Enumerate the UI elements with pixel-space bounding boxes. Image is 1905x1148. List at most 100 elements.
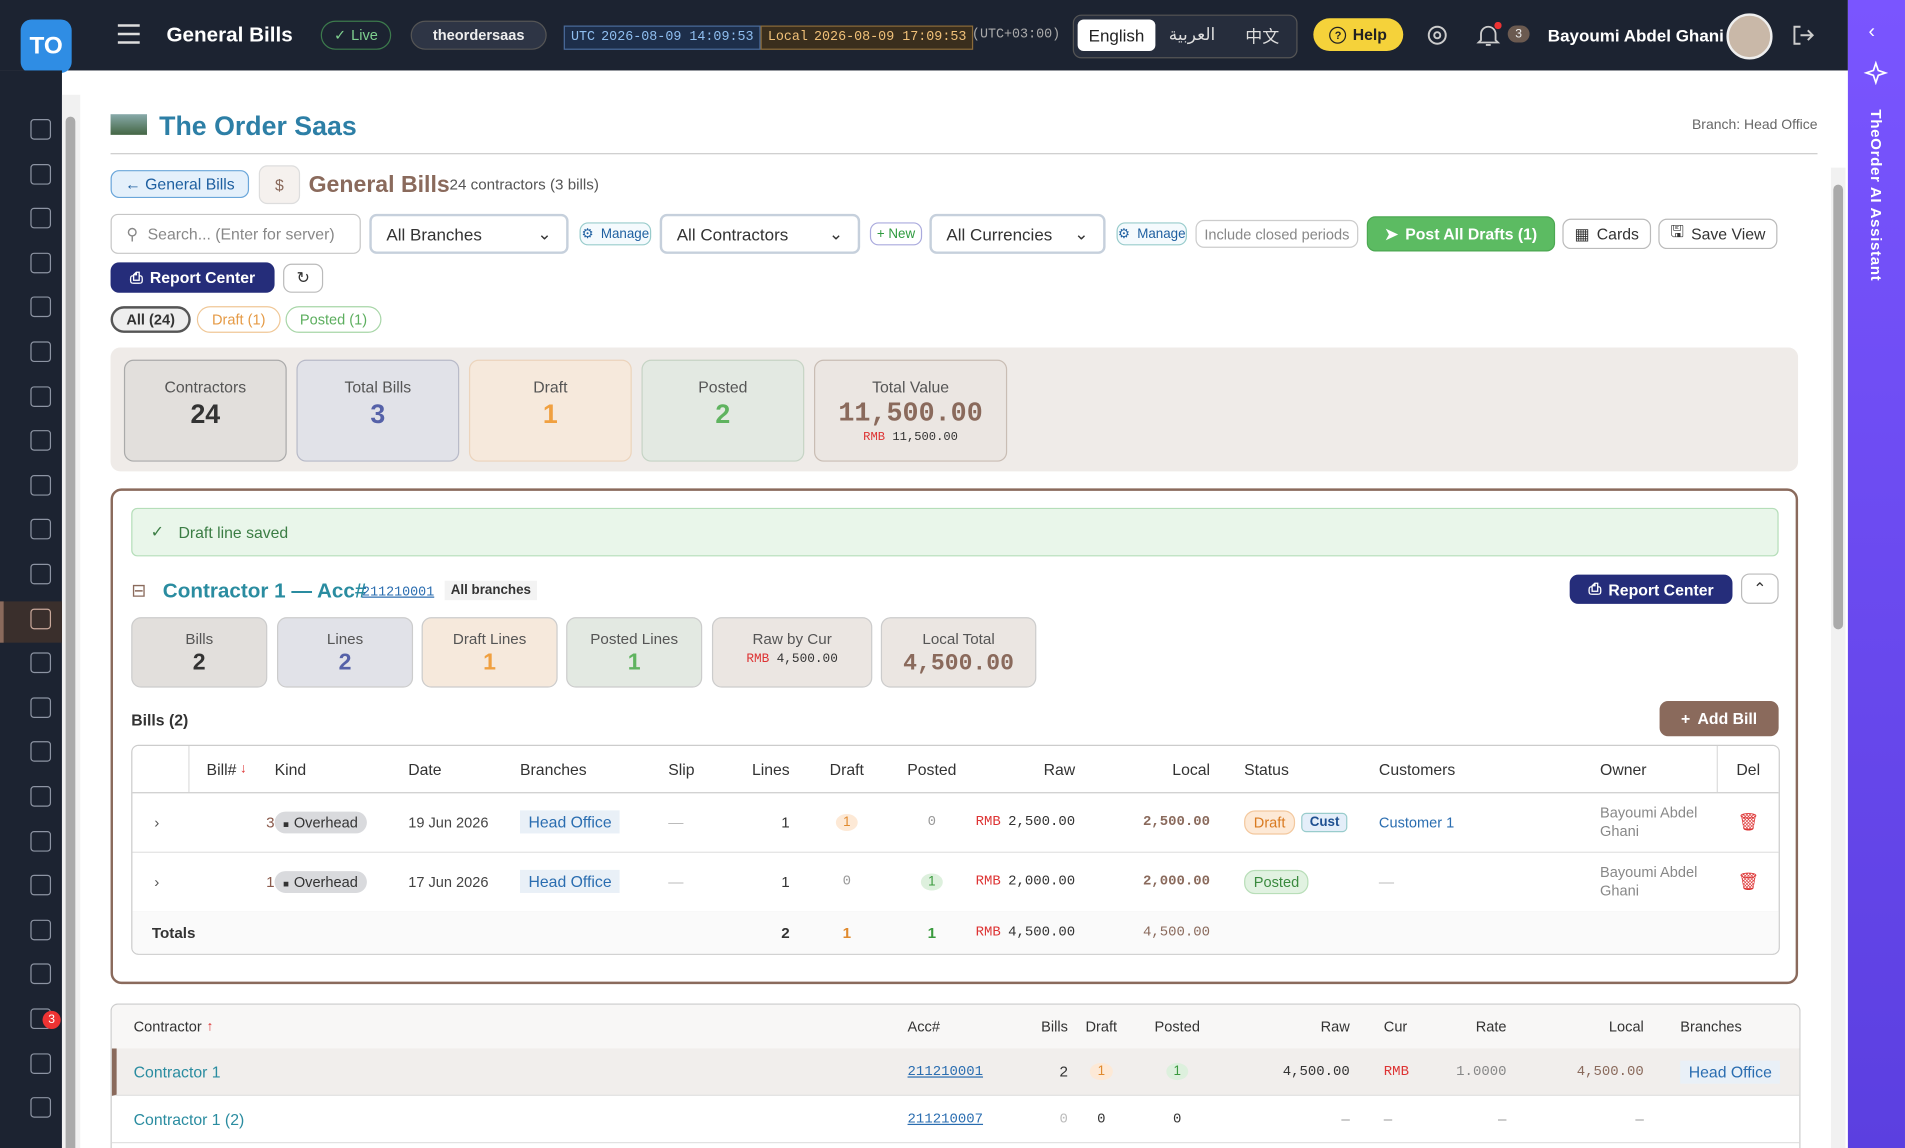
sidebar-icon[interactable]: [30, 252, 52, 274]
stat-value: 1: [542, 398, 558, 429]
rate: 1.0000: [1456, 1063, 1507, 1080]
refresh-button[interactable]: ↻: [283, 263, 324, 293]
sidebar-icon[interactable]: [30, 652, 52, 674]
save-view-button[interactable]: 🖫 Save View: [1658, 218, 1778, 250]
post-all-button[interactable]: ➤ Post All Drafts (1): [1366, 216, 1556, 252]
sidebar-icon[interactable]: [30, 874, 52, 896]
stat-card: Posted 2: [641, 359, 805, 462]
mini-stat-label: Raw by Cur: [752, 630, 832, 648]
settings-icon[interactable]: [1425, 23, 1449, 47]
column-header: Raw: [1220, 1005, 1350, 1049]
column-header-text: Lines: [751, 759, 790, 779]
cards-button[interactable]: ▦ Cards: [1562, 218, 1652, 250]
ai-collapse[interactable]: ‹: [1868, 21, 1876, 43]
contractor-row[interactable]: Contractor 1 (2) 211210007 0 0 0 – – – –: [111, 1096, 1800, 1144]
mini-stat-label: Local Total: [922, 630, 995, 648]
report-center-button[interactable]: ⎙ Report Center: [110, 262, 275, 293]
notification-count: 3: [1507, 25, 1530, 43]
ai-panel[interactable]: [1847, 0, 1905, 1148]
language-option[interactable]: 中文: [1245, 26, 1280, 47]
filter-tab[interactable]: Posted (1): [285, 306, 382, 333]
notifications-icon[interactable]: [1475, 21, 1502, 49]
column-header: Bills: [993, 1005, 1068, 1049]
kind-text: Overhead: [293, 813, 358, 831]
include-closed[interactable]: Include closed periods: [1195, 219, 1359, 248]
sidebar-icon[interactable]: [30, 697, 52, 718]
language-option[interactable]: English: [1077, 19, 1156, 52]
expand-toggle[interactable]: ›: [154, 813, 160, 831]
user-name[interactable]: Bayoumi Abdel Ghani: [1547, 25, 1724, 45]
add-bill-button[interactable]: + Add Bill: [1659, 701, 1779, 737]
column-header-text: Branches: [1680, 1018, 1742, 1036]
posted-count: 0: [1173, 1111, 1182, 1127]
sidebar-icon[interactable]: [30, 430, 52, 451]
sidebar-icon[interactable]: [30, 341, 52, 363]
help-button[interactable]: ? Help: [1313, 18, 1404, 52]
account-link[interactable]: 211210001: [362, 585, 435, 601]
sidebar-icon[interactable]: [30, 474, 52, 496]
sidebar-icon[interactable]: [30, 163, 52, 185]
sidebar-icon[interactable]: [30, 207, 52, 229]
search-box[interactable]: ⚲ Search... (Enter for server): [110, 213, 361, 254]
stat-label: Total Value: [872, 377, 950, 397]
draft-count: 0: [1097, 1111, 1106, 1127]
avatar[interactable]: [1726, 13, 1773, 60]
account-link[interactable]: 211210007: [907, 1111, 984, 1127]
page-title: General Bills: [166, 23, 293, 47]
delete-button[interactable]: 🗑: [1737, 811, 1760, 832]
mini-stat: Raw by Cur RMB 4,500.00: [711, 617, 873, 688]
sidebar-icon[interactable]: [30, 1052, 52, 1074]
filter-tab[interactable]: All (24): [110, 306, 191, 333]
filter-tab[interactable]: Draft (1): [196, 306, 281, 333]
raw-amount: 2,500.00: [1008, 813, 1076, 830]
delete-button[interactable]: 🗑: [1737, 871, 1760, 891]
stat-value: 2: [715, 398, 731, 429]
stat-card: Contractors 24: [123, 359, 287, 462]
logout-icon[interactable]: [1791, 23, 1815, 47]
sidebar-icon[interactable]: [30, 385, 52, 407]
report-center-button[interactable]: ⎙ Report Center: [1569, 574, 1733, 604]
collapse-button[interactable]: ⌃: [1740, 573, 1779, 604]
new-contractor[interactable]: + New: [869, 222, 923, 246]
sidebar-icon[interactable]: [30, 119, 52, 140]
sidebar-icon[interactable]: [30, 1097, 52, 1118]
ai-label: TheOrder AI Assistant: [1867, 109, 1885, 282]
sidebar-icon[interactable]: [30, 963, 52, 985]
currency-select[interactable]: All Currencies ⌄: [929, 213, 1106, 254]
sidebar-icon[interactable]: [30, 830, 52, 852]
cell: Contractor 1 (2): [134, 1096, 377, 1142]
contractor-name[interactable]: Contractor 1 (2): [133, 1109, 245, 1129]
manage-branches[interactable]: ⚙ Manage: [579, 222, 652, 246]
account-link[interactable]: 211210001: [907, 1063, 984, 1080]
branch-select[interactable]: All Branches ⌄: [369, 213, 569, 254]
cell: 1: [190, 852, 275, 912]
menu-icon[interactable]: [117, 23, 141, 45]
logo[interactable]: TO: [20, 19, 72, 73]
sort-icon: ↑: [206, 1019, 214, 1034]
cell: 211210007: [908, 1096, 993, 1142]
sidebar-icon[interactable]: [30, 608, 52, 629]
branch-select-text: All Branches: [386, 224, 482, 244]
cell: Posted: [1244, 852, 1380, 912]
sidebar-icon[interactable]: [30, 519, 52, 540]
bill-number: 1: [266, 872, 275, 890]
customer[interactable]: Customer 1: [1378, 813, 1455, 831]
expand-toggle[interactable]: ›: [154, 872, 160, 890]
posted-count: 1: [1166, 1063, 1189, 1081]
sidebar-icon[interactable]: [30, 786, 52, 807]
cell: 1: [889, 852, 974, 912]
tenant-badge[interactable]: theordersaas: [410, 20, 547, 50]
contractor-name[interactable]: Contractor 1: [133, 1062, 221, 1081]
mini-stat-label: Draft Lines: [452, 630, 527, 648]
contractor-select[interactable]: All Contractors ⌄: [659, 213, 861, 254]
language-option[interactable]: العربية: [1168, 24, 1216, 44]
manage-currencies[interactable]: ⚙ Manage: [1116, 222, 1187, 246]
sidebar-icon[interactable]: [30, 741, 52, 763]
back-button[interactable]: ← General Bills: [110, 170, 250, 199]
sidebar-icon[interactable]: [30, 919, 52, 941]
sidebar-icon[interactable]: [30, 563, 52, 585]
contractor-row[interactable]: Contractor 1 211210001 2 1 1 4,500.00 RMB 1.000…: [111, 1048, 1800, 1096]
kind-text: Overhead: [293, 872, 358, 890]
sidebar-icon[interactable]: [30, 296, 52, 318]
column-header-text: Raw: [1043, 759, 1076, 779]
